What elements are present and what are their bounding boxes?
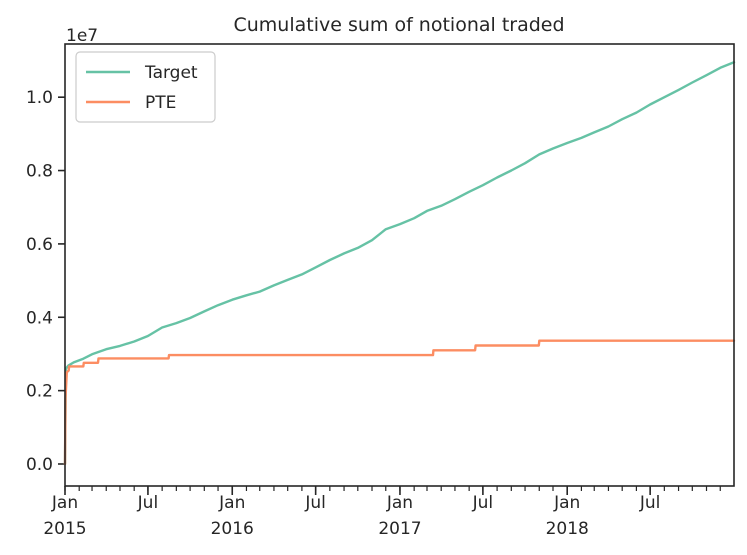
x-tick-label: Jan xyxy=(553,493,580,513)
x-tick-label: Jul xyxy=(472,493,494,513)
x-axis: Jan 2015 Jul Jan 2016 Jul Jan 2017 Jul Jan 2018 Jul xyxy=(43,486,721,539)
x-tick-label: Jul xyxy=(639,493,661,513)
x-tick-year-label: 2015 xyxy=(43,519,86,539)
y-tick-label: 1.0 xyxy=(26,88,53,108)
x-tick-label: Jul xyxy=(304,493,326,513)
y-tick-label: 0.4 xyxy=(26,308,53,328)
series-line-target xyxy=(63,61,736,466)
y-tick-label: 0.2 xyxy=(26,382,53,402)
y-tick-label: 0.8 xyxy=(26,162,53,182)
legend: Target PTE xyxy=(75,51,216,123)
plot-area xyxy=(63,61,736,466)
x-tick-label: Jul xyxy=(137,493,159,513)
plot-frame xyxy=(64,43,735,487)
x-tick-year-label: 2018 xyxy=(546,519,589,539)
y-offset-label: 1e7 xyxy=(66,26,98,46)
y-axis: 0.0 0.2 0.4 0.6 0.8 1.0 xyxy=(26,88,65,475)
legend-label: Target xyxy=(144,63,198,83)
x-tick-label: Jan xyxy=(386,493,413,513)
x-tick-year-label: 2016 xyxy=(211,519,254,539)
x-tick-label: Jan xyxy=(51,493,78,513)
series-line-pte xyxy=(63,339,736,466)
legend-box xyxy=(75,51,216,123)
x-tick-label: Jan xyxy=(218,493,245,513)
chart-title: Cumulative sum of notional traded xyxy=(233,14,564,36)
legend-label: PTE xyxy=(145,93,176,113)
x-tick-year-label: 2017 xyxy=(378,519,421,539)
y-tick-label: 0.6 xyxy=(26,235,53,255)
y-tick-label: 0.0 xyxy=(26,455,53,475)
